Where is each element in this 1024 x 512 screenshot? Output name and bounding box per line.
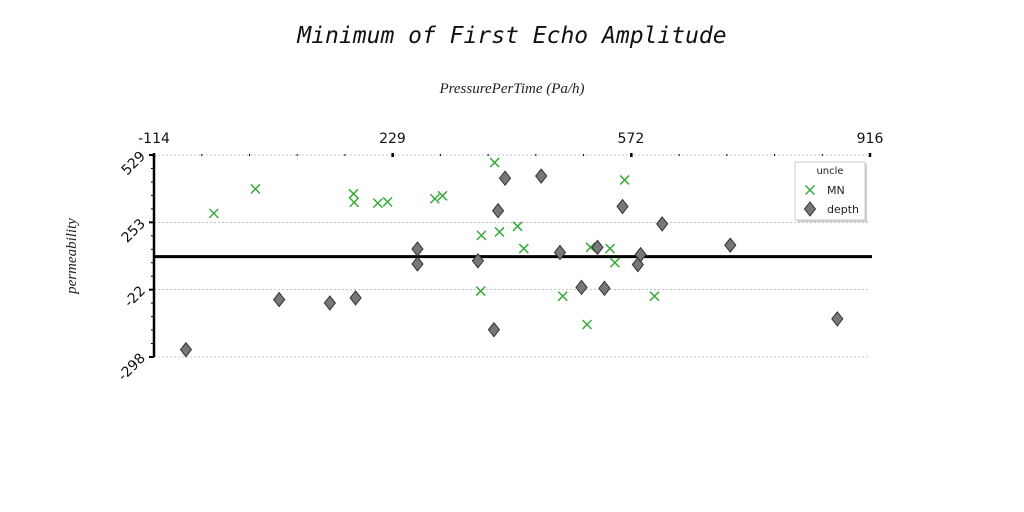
series-mn xyxy=(208,157,660,330)
point-depth xyxy=(724,237,737,253)
point-depth xyxy=(471,252,485,269)
x-marker-stroke xyxy=(489,157,500,168)
point-depth xyxy=(575,279,588,296)
x-marker-stroke xyxy=(619,174,630,185)
x-tick-label: 916 xyxy=(857,131,884,147)
point-depth xyxy=(498,170,512,187)
x-marker-stroke xyxy=(512,221,523,232)
point-depth xyxy=(349,290,362,306)
point-mn xyxy=(518,243,529,254)
point-mn xyxy=(609,257,620,268)
x-tick-label: -114 xyxy=(138,131,170,147)
point-mn xyxy=(585,242,596,253)
x-marker-stroke xyxy=(649,291,660,302)
series-depth xyxy=(179,168,844,358)
point-depth xyxy=(656,216,669,232)
x-marker-stroke xyxy=(604,243,616,254)
point-depth xyxy=(487,321,501,338)
point-mn xyxy=(348,188,359,199)
point-depth xyxy=(598,280,611,297)
point-mn xyxy=(208,208,219,219)
point-mn xyxy=(512,221,523,232)
x-marker-stroke xyxy=(372,198,383,209)
point-depth xyxy=(323,295,337,311)
point-mn xyxy=(349,197,360,208)
point-mn xyxy=(476,230,487,241)
x-tick-label: 229 xyxy=(379,131,406,147)
x-marker-stroke xyxy=(476,230,487,241)
x-marker-stroke xyxy=(494,226,505,237)
point-mn xyxy=(619,174,630,185)
point-depth xyxy=(831,311,844,327)
legend-marker-depth xyxy=(803,201,817,217)
point-mn xyxy=(582,319,593,330)
x-marker-stroke xyxy=(382,196,393,207)
y-tick-label: -22 xyxy=(121,283,148,310)
point-depth xyxy=(535,168,548,184)
point-mn xyxy=(475,286,486,297)
x-marker-stroke xyxy=(475,286,486,297)
legend-label-depth: depth xyxy=(827,203,859,216)
point-mn xyxy=(382,196,393,207)
x-marker-stroke xyxy=(250,183,261,194)
y-axis-title: permeability xyxy=(64,218,80,295)
point-mn xyxy=(494,226,505,237)
x-tick-label: 572 xyxy=(618,131,645,147)
point-depth xyxy=(591,239,604,256)
point-mn xyxy=(429,193,440,204)
data-points xyxy=(179,157,844,358)
x-marker-stroke xyxy=(429,193,440,204)
x-marker-stroke xyxy=(582,319,593,330)
point-mn xyxy=(489,157,500,168)
legend-title: uncle xyxy=(816,166,843,177)
x-marker-stroke xyxy=(609,257,620,268)
point-mn xyxy=(557,291,568,302)
point-depth xyxy=(634,246,647,263)
legend-label-mn: MN xyxy=(827,184,845,197)
y-tick-label: -298 xyxy=(115,351,149,385)
x-marker-stroke xyxy=(585,242,596,253)
legend: uncle MN depth xyxy=(794,161,867,222)
point-mn xyxy=(604,243,616,254)
point-depth xyxy=(411,256,424,272)
x-marker-stroke xyxy=(208,208,219,219)
point-depth xyxy=(272,291,286,308)
point-mn xyxy=(372,198,383,209)
x-marker-stroke xyxy=(557,291,568,302)
point-mn xyxy=(649,291,660,302)
x-marker-stroke xyxy=(518,243,529,254)
x-marker-stroke xyxy=(349,197,360,208)
legend-marker-mn xyxy=(804,184,816,196)
point-depth xyxy=(411,241,424,257)
point-depth xyxy=(179,341,193,358)
point-depth xyxy=(553,244,567,261)
axes: -298 -22 253 529 -114 229 572 916 xyxy=(115,131,883,384)
gridlines xyxy=(154,154,870,358)
x-axis-title: PressurePerTime (Pa/h) xyxy=(438,81,584,97)
x-marker-stroke xyxy=(348,188,359,199)
chart-title: Minimum of First Echo Amplitude xyxy=(296,23,726,49)
x-marker-stroke xyxy=(804,184,816,196)
x-marker-stroke xyxy=(437,190,448,201)
point-depth xyxy=(616,198,629,215)
point-mn xyxy=(250,183,261,194)
point-depth xyxy=(491,202,505,219)
y-tick-label: 253 xyxy=(119,216,149,246)
point-mn xyxy=(437,190,448,201)
y-tick-label: 529 xyxy=(119,149,149,179)
